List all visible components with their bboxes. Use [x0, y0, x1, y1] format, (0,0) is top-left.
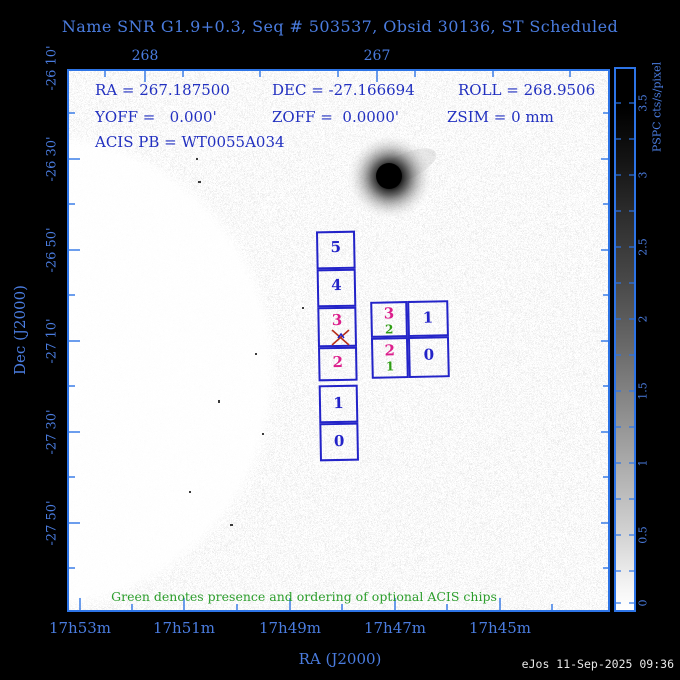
acis-chip-s5[interactable]: 5 [315, 230, 356, 270]
yoff-value: YOFF = 0.000' [95, 108, 217, 126]
bottom-axis-label: 17h45m [468, 619, 532, 637]
chip-number: 1 [422, 308, 434, 327]
acis-chip-i0[interactable]: 0 [407, 336, 450, 379]
colorbar-tick-label: 0 [636, 599, 650, 607]
left-axis-label: -27 10' [44, 318, 60, 364]
ra-value: RA = 267.187500 [95, 81, 230, 99]
chip-number: 1 [333, 393, 344, 413]
dec-value: DEC = -27.166694 [272, 81, 415, 99]
chip-number: 0 [423, 345, 435, 364]
bottom-axis-label: 17h51m [152, 619, 216, 637]
colorbar-tick-label: 1 [636, 459, 650, 467]
acis-chip-i3[interactable]: 3 2 [370, 301, 408, 338]
observation-title: Name SNR G1.9+0.3, Seq # 503537, Obsid 3… [61, 17, 619, 36]
colorbar-tick-label: 2 [636, 315, 650, 323]
x-axis-title: RA (J2000) [298, 650, 382, 668]
left-axis-label: -27 50' [44, 500, 60, 546]
left-axis-label: -26 30' [44, 136, 60, 182]
y-axis-title: Dec (J2000) [11, 285, 29, 375]
top-axis-label: 267 [363, 48, 391, 64]
colorbar-title: PSPC cts/s/pixel [650, 61, 664, 153]
acis-chip-s2[interactable]: 2 [318, 346, 358, 382]
acis-chip-s0[interactable]: 0 [319, 422, 359, 462]
left-axis-label: -26 50' [44, 227, 60, 273]
sky-plot-canvas[interactable]: RA = 267.187500 DEC = -27.166694 ROLL = … [67, 69, 610, 612]
roll-value: ROLL = 268.9506 [458, 81, 596, 99]
bottom-axis-label: 17h49m [258, 619, 322, 637]
left-axis-label: -26 10' [44, 45, 60, 91]
colorbar[interactable] [614, 67, 636, 612]
axis-ticks [69, 71, 608, 610]
left-axis-label: -27 30' [44, 409, 60, 455]
chip-number: 3 [331, 310, 343, 330]
chip-number: 4 [331, 275, 342, 295]
chip-number: 3 [383, 304, 395, 323]
colorbar-tick-label: 2.5 [636, 238, 650, 256]
optional-order: 1 [385, 359, 395, 374]
colorbar-tick-label: 3 [636, 171, 650, 179]
optional-order: 2 [384, 322, 394, 337]
chip-number: 0 [333, 431, 345, 451]
sky-image [69, 71, 608, 610]
acis-chip-i1[interactable]: 1 [407, 300, 449, 338]
acis-chip-i2[interactable]: 2 1 [370, 337, 409, 379]
chip-number: 2 [332, 352, 344, 372]
acis-chip-s4[interactable]: 4 [316, 268, 357, 308]
top-axis-label: 268 [131, 48, 159, 64]
optional-chips-note: Green denotes presence and ordering of o… [111, 589, 497, 604]
user-date-stamp: eJos 11-Sep-2025 09:36 [521, 657, 674, 671]
bottom-axis-label: 17h53m [48, 619, 112, 637]
aimpoint-marker[interactable] [331, 329, 351, 347]
chip-number: 2 [384, 341, 396, 360]
chip-number: 5 [330, 237, 342, 257]
acis-i-array: 3 2 1 2 1 0 [370, 300, 450, 379]
acis-s-array: 5 4 3 2 1 0 [315, 230, 359, 464]
colorbar-tick-label: 1.5 [636, 382, 650, 400]
zoff-value: ZOFF = 0.0000' [272, 108, 400, 126]
colorbar-tick-label: 0.5 [636, 526, 650, 544]
bottom-axis-label: 17h47m [363, 619, 427, 637]
acis-chip-s1[interactable]: 1 [318, 384, 359, 424]
colorbar-tick-label: 3.5 [636, 94, 650, 112]
zsim-value: ZSIM = 0 mm [447, 108, 554, 126]
acis-pb-value: ACIS PB = WT0055A034 [95, 133, 285, 151]
colorbar-ticks [616, 102, 634, 604]
